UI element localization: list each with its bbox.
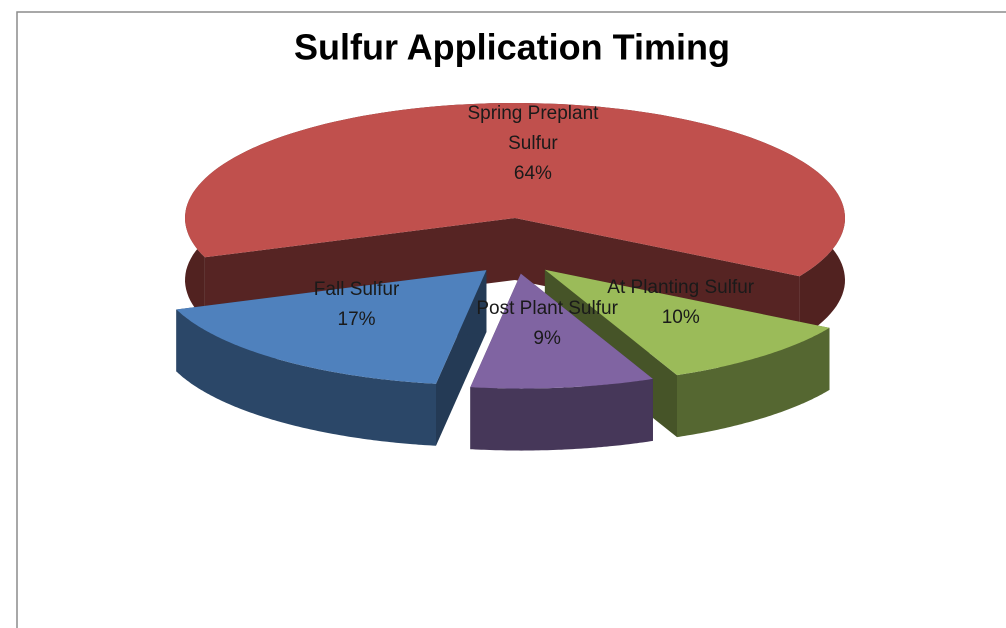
slice-wall bbox=[677, 327, 830, 438]
slice-side bbox=[204, 218, 515, 320]
slice-label: Post Plant Sulfur bbox=[476, 298, 618, 320]
chart-title: Sulfur Application Timing bbox=[294, 27, 730, 68]
slice-top bbox=[470, 273, 653, 389]
slice-value-label: 10% bbox=[661, 307, 700, 329]
slice-value-label: 9% bbox=[533, 328, 561, 350]
slice-top bbox=[176, 270, 487, 384]
slice bbox=[176, 270, 487, 446]
slice-label: Spring Preplant Sulfur bbox=[467, 103, 599, 155]
slice-top bbox=[544, 269, 830, 376]
slice-value-label: 64% bbox=[513, 163, 552, 185]
slice-label: Fall Sulfur bbox=[313, 279, 400, 301]
slice-label: At Planting Sulfur bbox=[607, 277, 755, 299]
pie bbox=[176, 103, 845, 451]
slice-value-label: 17% bbox=[337, 309, 376, 331]
slice bbox=[470, 273, 653, 451]
slice-wall bbox=[470, 378, 653, 451]
slice-top bbox=[185, 103, 845, 277]
slice-wall bbox=[176, 309, 437, 446]
